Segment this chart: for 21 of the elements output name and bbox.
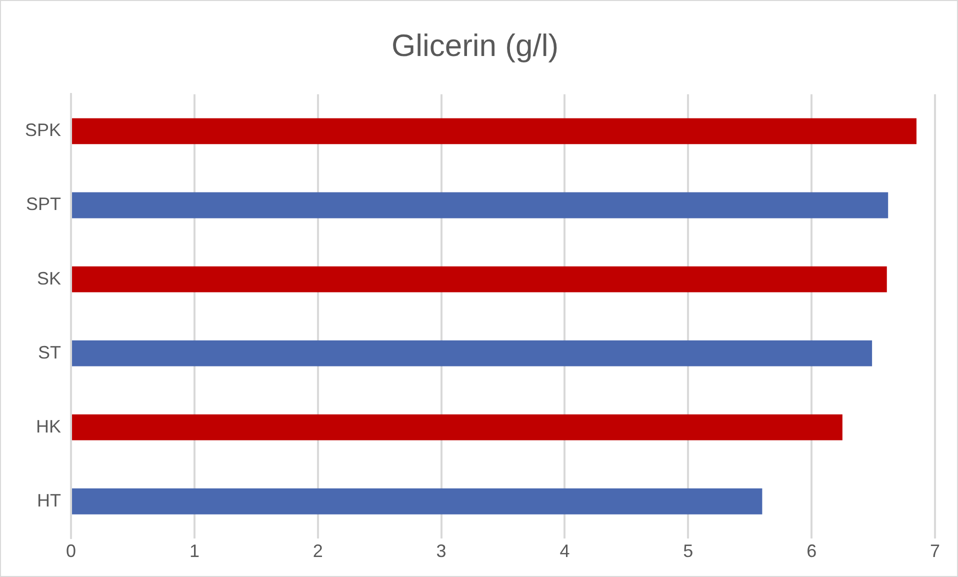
x-tick-label: 4 [560,541,570,562]
x-tick-label: 3 [436,541,446,562]
y-tick-label: SPK [24,120,62,140]
y-tick-label: SK [37,268,62,288]
bar [72,488,762,514]
y-tick-label: ST [38,342,62,362]
bar [72,340,872,366]
x-tick-label: 0 [66,541,76,562]
bar [72,118,916,144]
bar [72,192,888,218]
x-tick-label: 2 [312,541,323,562]
x-tick-label: 5 [683,541,694,562]
y-tick-label: SPT [26,194,62,214]
y-tick-label: HT [37,490,62,510]
y-tick-label: HK [36,416,62,436]
chart-title: Glicerin (g/l) [391,28,559,64]
bar [72,414,842,440]
x-tick-label: 1 [189,541,200,562]
x-tick-label: 7 [930,541,940,562]
bar [72,266,887,292]
x-tick-label: 6 [806,541,817,562]
